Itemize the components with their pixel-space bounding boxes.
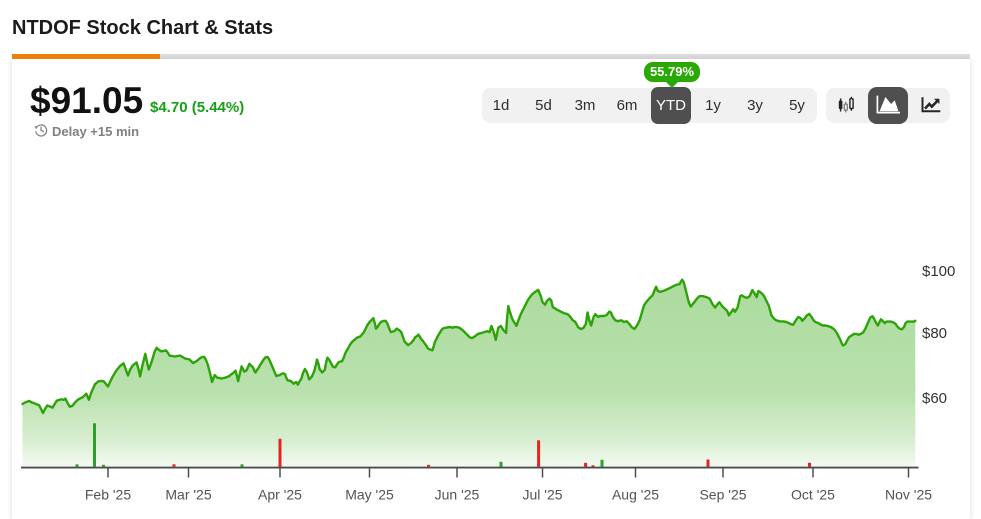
svg-text:Nov '25: Nov '25 [885, 487, 932, 503]
svg-text:May '25: May '25 [345, 487, 394, 503]
svg-text:Apr '25: Apr '25 [258, 487, 302, 503]
svg-text:Jun '25: Jun '25 [435, 487, 480, 503]
svg-text:$60: $60 [922, 390, 947, 407]
svg-text:Sep '25: Sep '25 [699, 487, 746, 503]
svg-text:Aug '25: Aug '25 [612, 487, 659, 503]
svg-text:Jul '25: Jul '25 [522, 487, 562, 503]
svg-text:Oct '25: Oct '25 [791, 487, 835, 503]
svg-text:$80: $80 [922, 325, 947, 342]
svg-text:$100: $100 [922, 263, 955, 280]
svg-text:Feb '25: Feb '25 [85, 487, 131, 503]
svg-text:Mar '25: Mar '25 [165, 487, 211, 503]
